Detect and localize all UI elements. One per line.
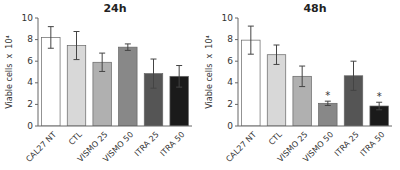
bar [319, 103, 337, 126]
x-tick-label: ITRA 50 [158, 130, 186, 158]
bar [267, 55, 285, 126]
x-tick-label: ITRA 25 [333, 130, 361, 158]
annotation: * [377, 91, 382, 102]
y-tick-label: 10 [222, 13, 234, 23]
plot-area [242, 26, 389, 126]
y-tick-label: 0 [27, 121, 33, 131]
y-tick-label: 10 [22, 13, 34, 23]
y-tick-label: 4 [227, 77, 233, 87]
error-bar [299, 66, 305, 87]
y-tick-label: 2 [227, 99, 233, 109]
error-bar [74, 32, 80, 60]
error-bar [351, 61, 357, 90]
panel: 0246810CAL27 NTCTLVISMO 25VISMO 50ITRA 2… [5, 2, 193, 164]
y-tick-label: 8 [27, 34, 33, 44]
error-bar [99, 53, 105, 71]
y-tick-label: 8 [227, 34, 233, 44]
x-tick-label: VISMO 50 [301, 130, 335, 164]
bar [42, 37, 60, 126]
plot-area [42, 27, 189, 126]
x-axis [38, 126, 192, 127]
x-tick-label: VISMO 50 [101, 130, 135, 164]
bar [119, 47, 137, 126]
error-bar [48, 27, 54, 49]
x-tick-label: CTL [267, 130, 284, 147]
chart-container: 0246810CAL27 NTCTLVISMO 25VISMO 50ITRA 2… [0, 0, 400, 170]
error-bar [376, 102, 382, 110]
y-tick-label: 4 [27, 77, 33, 87]
x-tick-label: CAL27 NT [24, 130, 58, 164]
error-bar [176, 66, 182, 88]
annotation: * [325, 90, 330, 101]
error-bar [151, 59, 157, 88]
chart-svg: 0246810CAL27 NTCTLVISMO 25VISMO 50ITRA 2… [0, 0, 400, 170]
error-bar [248, 26, 254, 54]
y-axis [238, 18, 239, 126]
y-axis-label: Viable cells x 10⁴ [5, 35, 14, 108]
y-axis-label: Viable cells x 10⁴ [205, 35, 214, 108]
error-bar [274, 45, 280, 64]
y-axis [38, 18, 39, 126]
x-tick-label: CAL27 NT [224, 130, 258, 164]
y-tick-label: 2 [27, 99, 33, 109]
x-axis [238, 126, 392, 127]
title: 48h [303, 2, 326, 15]
title: 24h [103, 2, 126, 15]
y-tick-label: 6 [227, 56, 233, 66]
x-tick-label: CTL [67, 130, 84, 147]
x-tick-label: ITRA 25 [133, 130, 161, 158]
y-tick-label: 0 [227, 121, 233, 131]
error-bar [325, 101, 331, 105]
panel: 0246810CAL27 NTCTLVISMO 25VISMO 50ITRA 2… [205, 2, 393, 164]
x-tick-label: ITRA 50 [358, 130, 386, 158]
error-bar [125, 44, 131, 50]
y-tick-label: 6 [27, 56, 33, 66]
